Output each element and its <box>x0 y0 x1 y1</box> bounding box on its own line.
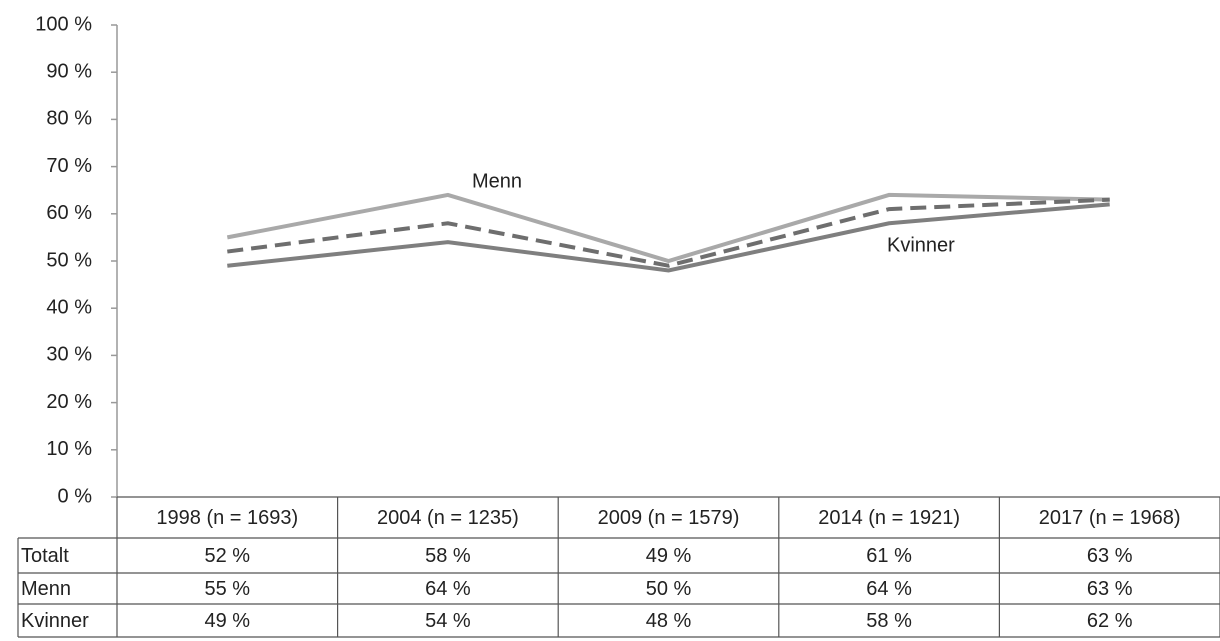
value-label: 49 % <box>646 545 692 567</box>
y-tick-label: 70 % <box>46 155 92 177</box>
y-tick-label: 50 % <box>46 249 92 271</box>
y-tick-label: 40 % <box>46 296 92 318</box>
value-label: 64 % <box>425 578 471 600</box>
x-tick-label: 2004 (n = 1235) <box>377 507 519 529</box>
value-label: 62 % <box>1087 610 1133 632</box>
y-tick-label: 0 % <box>58 485 93 507</box>
value-label: 58 % <box>866 610 912 632</box>
legend-label: Menn <box>21 578 71 600</box>
y-tick-label: 80 % <box>46 108 92 130</box>
value-label: 50 % <box>646 578 692 600</box>
value-label: 48 % <box>646 610 692 632</box>
value-label: 54 % <box>425 610 471 632</box>
x-tick-label: 1998 (n = 1693) <box>156 507 298 529</box>
value-label: 64 % <box>866 578 912 600</box>
line-annotation: Menn <box>472 170 522 192</box>
value-label: 63 % <box>1087 578 1133 600</box>
value-label: 63 % <box>1087 545 1133 567</box>
y-tick-label: 90 % <box>46 60 92 82</box>
line-annotation: Kvinner <box>887 234 955 256</box>
series-line <box>226 192 1110 264</box>
legend-label: Totalt <box>21 545 69 567</box>
value-label: 55 % <box>205 578 251 600</box>
value-label: 49 % <box>205 610 251 632</box>
x-tick-label: 2014 (n = 1921) <box>818 507 960 529</box>
value-label: 52 % <box>205 545 251 567</box>
y-tick-label: 30 % <box>46 344 92 366</box>
legend-label: Kvinner <box>21 610 89 632</box>
value-label: 58 % <box>425 545 471 567</box>
y-tick-label: 100 % <box>35 13 92 35</box>
y-tick-label: 10 % <box>46 438 92 460</box>
value-label: 61 % <box>866 545 912 567</box>
series-line <box>227 202 1110 273</box>
y-tick-label: 60 % <box>46 202 92 224</box>
series-line <box>227 197 1110 268</box>
x-tick-label: 2009 (n = 1579) <box>598 507 740 529</box>
y-tick-label: 20 % <box>46 391 92 413</box>
x-tick-label: 2017 (n = 1968) <box>1039 507 1181 529</box>
